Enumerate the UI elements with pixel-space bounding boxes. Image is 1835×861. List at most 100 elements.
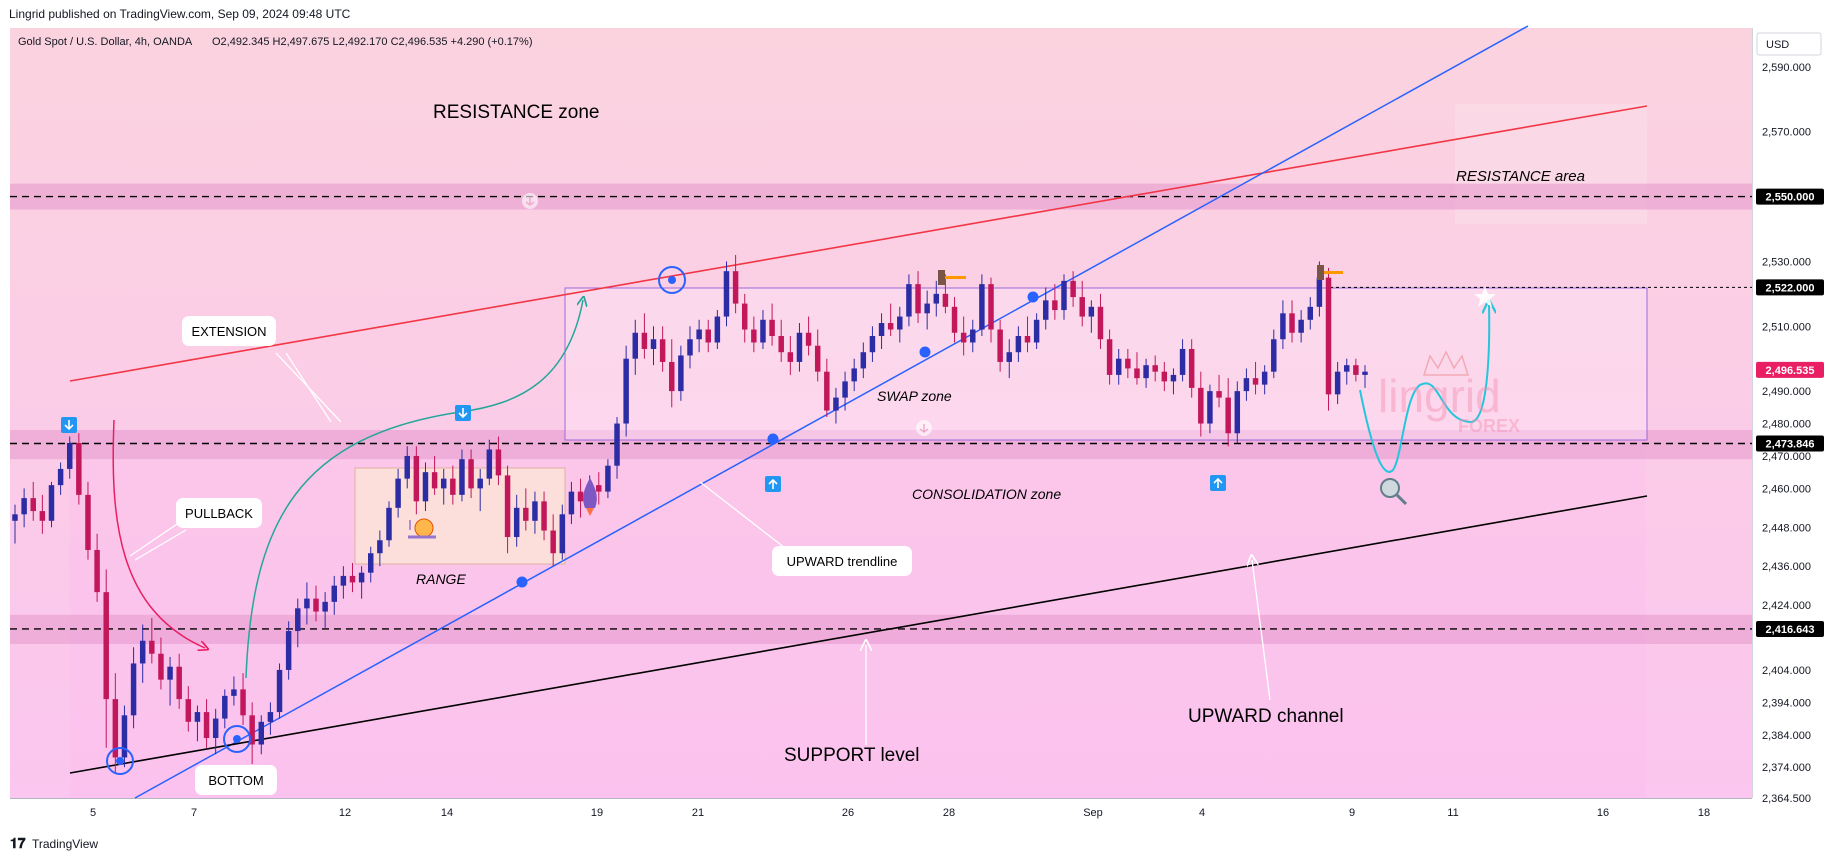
up-marker-1 xyxy=(765,476,781,492)
candle-body xyxy=(796,332,803,362)
price-tick: 2,394.000 xyxy=(1762,697,1811,709)
candle-body xyxy=(1207,391,1213,424)
candle-body xyxy=(1252,378,1259,385)
candle-body xyxy=(842,381,848,398)
candle-body xyxy=(149,640,155,654)
price-axis-panel xyxy=(1752,28,1835,798)
candle-body xyxy=(331,585,337,602)
candle-body xyxy=(550,530,556,554)
candle-body xyxy=(1125,358,1131,369)
candle-body xyxy=(1179,348,1186,375)
candle-body xyxy=(1289,313,1295,333)
level-tag-bg-3 xyxy=(1756,620,1824,637)
time-tick: 19 xyxy=(591,807,603,819)
candle-body xyxy=(139,640,146,664)
price-tick: 2,480.000 xyxy=(1762,419,1811,431)
price-tick: 2,374.000 xyxy=(1762,762,1811,774)
time-tick: 4 xyxy=(1199,807,1205,819)
candle-body xyxy=(240,689,246,716)
candle-body xyxy=(513,507,520,538)
candle-body xyxy=(1088,306,1095,317)
candle-body xyxy=(906,284,912,317)
candle-body xyxy=(650,339,657,349)
candle-body xyxy=(340,575,347,586)
level-tag-bg-2 xyxy=(1756,435,1824,452)
candle-body xyxy=(960,332,967,343)
candle-body xyxy=(112,699,119,758)
candle-body xyxy=(1198,387,1204,424)
price-tick: 2,490.000 xyxy=(1762,386,1811,398)
candle-body xyxy=(924,303,930,314)
upward-trendline-pointer xyxy=(699,481,786,549)
time-tick: 9 xyxy=(1349,807,1355,819)
candle-body xyxy=(431,472,438,489)
magnifier-icon xyxy=(1380,478,1408,506)
snail-icon xyxy=(408,518,436,539)
candle-body xyxy=(568,491,575,515)
candle-body xyxy=(76,442,82,495)
candle-body xyxy=(1188,348,1195,388)
time-tick: 21 xyxy=(692,807,704,819)
upward-trendline xyxy=(134,25,1529,799)
currency-box[interactable] xyxy=(1756,32,1822,56)
candle-body xyxy=(970,329,976,343)
candle-body xyxy=(851,368,857,382)
candle-body xyxy=(1070,280,1076,298)
candle-body xyxy=(1216,391,1222,398)
candle-body xyxy=(203,712,210,739)
star-icon xyxy=(1474,286,1496,307)
time-tick: 26 xyxy=(842,807,854,819)
candle-body xyxy=(833,397,839,411)
candle-body xyxy=(413,455,420,502)
price-tick: 2,424.000 xyxy=(1762,600,1811,612)
time-tick: 7 xyxy=(191,807,197,819)
candle-body xyxy=(1106,339,1113,375)
candle-body xyxy=(1152,365,1158,372)
tradingview-logo-icon: 𝟏𝟕 xyxy=(10,835,26,851)
ohlc-readout: O2,492.345 H2,497.675 L2,492.170 C2,496.… xyxy=(212,36,532,48)
candle-body xyxy=(824,371,830,411)
level-tag-bg-1 xyxy=(1756,279,1824,296)
candle-body xyxy=(769,319,775,336)
price-axis-ticks: 2,590.000 2,570.000 2,530.000 2,510.000 2,49… xyxy=(1762,62,1811,805)
price-tick: 2,460.000 xyxy=(1762,483,1811,495)
candle-body xyxy=(322,601,328,612)
currency-label: USD xyxy=(1766,39,1789,51)
candle-body xyxy=(1298,319,1304,333)
candle-body xyxy=(304,598,310,609)
candle-body xyxy=(1161,371,1168,382)
candle-body xyxy=(760,319,766,343)
candle-body xyxy=(94,549,100,593)
price-tick: 2,590.000 xyxy=(1762,62,1811,74)
time-tick: 12 xyxy=(339,807,351,819)
candle-body xyxy=(222,695,228,719)
candle-body xyxy=(176,666,182,700)
candle-body xyxy=(21,498,27,515)
candle-body xyxy=(267,712,274,722)
candle-body xyxy=(942,293,949,307)
pullback-label: PULLBACK xyxy=(185,506,253,521)
candle-body xyxy=(997,329,1003,362)
candle-body xyxy=(167,666,173,680)
time-tick: 16 xyxy=(1597,807,1609,819)
candle-body xyxy=(559,514,566,554)
candle-body xyxy=(358,572,365,583)
time-tick: Sep xyxy=(1083,807,1103,819)
candle-body xyxy=(450,478,456,495)
candle-body xyxy=(541,501,547,531)
projection-path xyxy=(1359,305,1489,473)
candle-body xyxy=(404,455,410,479)
candle-body xyxy=(641,332,648,349)
candle-body xyxy=(30,498,36,512)
candle-body xyxy=(1115,358,1122,375)
candle-body xyxy=(1280,313,1286,340)
candle-body xyxy=(158,653,164,680)
level-tag-3: 2,416.643 xyxy=(1766,624,1815,636)
pullback-pointer-a xyxy=(129,519,184,557)
bottom-label: BOTTOM xyxy=(208,773,263,788)
top-dot xyxy=(668,276,676,284)
candle-body xyxy=(805,332,812,346)
candle-body xyxy=(103,592,109,700)
footer-brand: TradingView xyxy=(32,837,98,851)
